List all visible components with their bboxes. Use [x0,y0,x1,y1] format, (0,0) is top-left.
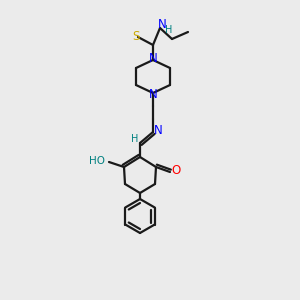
Text: H: H [131,134,139,144]
Text: O: O [171,164,181,178]
Text: N: N [154,124,162,137]
Text: N: N [148,88,158,100]
Text: S: S [132,29,140,43]
Text: H: H [165,25,173,35]
Text: HO: HO [89,156,105,166]
Text: N: N [148,52,158,65]
Text: N: N [158,19,166,32]
